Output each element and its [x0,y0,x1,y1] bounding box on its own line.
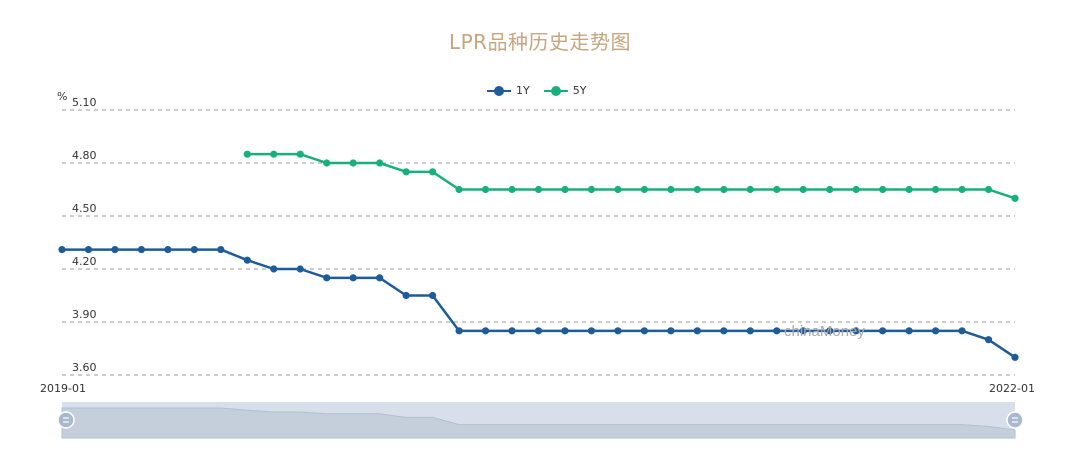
data-point-5y [799,185,807,194]
y-tick-label: 5.10 [72,96,97,109]
data-point-1y [534,327,543,335]
data-point-5y [243,150,251,158]
data-point-1y [1011,353,1019,361]
data-point-5y [852,185,860,194]
legend-5y-label: 5Y [572,84,587,97]
y-tick-label: 4.80 [72,149,97,162]
data-point-1y [746,327,754,335]
data-point-1y [349,274,357,282]
data-point-1y [640,327,648,335]
data-point-1y [402,291,410,300]
data-point-5y [984,185,993,194]
data-point-5y [349,159,357,167]
data-point-1y [455,327,463,335]
data-point-5y [879,185,887,194]
legend-1y-marker-icon [487,85,511,97]
legend-item-1y[interactable]: 1Y [487,84,530,97]
data-point-5y [1011,194,1019,202]
data-point-5y [296,150,304,158]
data-point-5y [640,185,648,194]
y-axis-unit: % [57,90,68,103]
slider-start-handle[interactable] [57,411,75,429]
data-point-5y [587,185,596,194]
data-point-1y [799,327,807,335]
data-point-1y [667,327,675,335]
data-point-5y [561,185,569,194]
data-point-5y [667,185,675,194]
series-line-1y [62,248,1016,359]
data-point-5y [773,185,781,194]
data-point-1y [84,245,93,254]
data-point-1y [217,245,225,254]
y-tick-label: 3.60 [72,361,97,374]
data-point-1y [984,336,993,344]
data-point-5y [931,185,940,194]
data-point-5y [534,185,543,194]
data-point-1y [137,245,146,254]
legend-1y-label: 1Y [516,84,530,97]
data-point-1y [826,327,834,335]
data-point-5y [402,168,410,176]
data-point-1y [111,245,119,254]
data-point-1y [720,327,728,335]
data-point-1y [879,327,887,335]
series-line-5y [247,152,1016,200]
chart-title: LPR品种历史走势图 [448,30,632,54]
legend-5y-marker-icon [543,85,568,97]
data-point-5y [614,185,622,194]
data-point-5y [693,185,701,194]
data-point-5y [958,185,966,194]
data-point-1y [587,327,596,335]
y-tick-label: 4.50 [72,202,97,215]
data-point-5y [720,185,728,194]
data-point-1y [773,327,781,335]
data-point-1y [429,291,437,300]
data-point-1y [243,256,251,264]
data-point-5y [826,185,834,194]
data-point-1y [958,327,966,335]
data-point-1y [323,274,331,282]
data-point-1y [561,327,569,335]
data-point-5y [481,185,490,194]
data-point-1y [693,327,701,335]
data-point-1y [481,327,490,335]
x-tick-label: 2022-01 [989,382,1035,395]
data-point-1y [376,274,384,282]
slider-preview-area [61,407,1016,439]
data-point-1y [58,245,66,254]
data-point-1y [931,327,940,335]
watermark: chinaMoney [784,323,865,340]
data-point-1y [296,265,304,273]
data-point-1y [852,327,860,335]
slider-end-handle[interactable] [1006,411,1024,429]
data-point-1y [905,327,913,335]
data-point-1y [190,245,198,254]
x-tick-label: 2019-01 [40,382,86,395]
data-point-5y [376,159,384,167]
data-point-1y [164,245,172,254]
data-point-5y [270,150,278,158]
data-point-5y [905,185,913,194]
data-point-5y [508,185,516,194]
data-point-1y [508,327,516,335]
y-tick-label: 3.90 [72,308,97,321]
data-point-1y [614,327,622,335]
y-tick-label: 4.20 [72,255,97,268]
data-point-5y [746,185,754,194]
data-point-5y [455,185,463,194]
chart-legend: 1Y 5Y [487,84,586,97]
data-point-5y [429,168,437,176]
data-point-1y [270,265,278,273]
legend-item-5y[interactable]: 5Y [543,84,587,97]
data-point-5y [323,159,331,167]
